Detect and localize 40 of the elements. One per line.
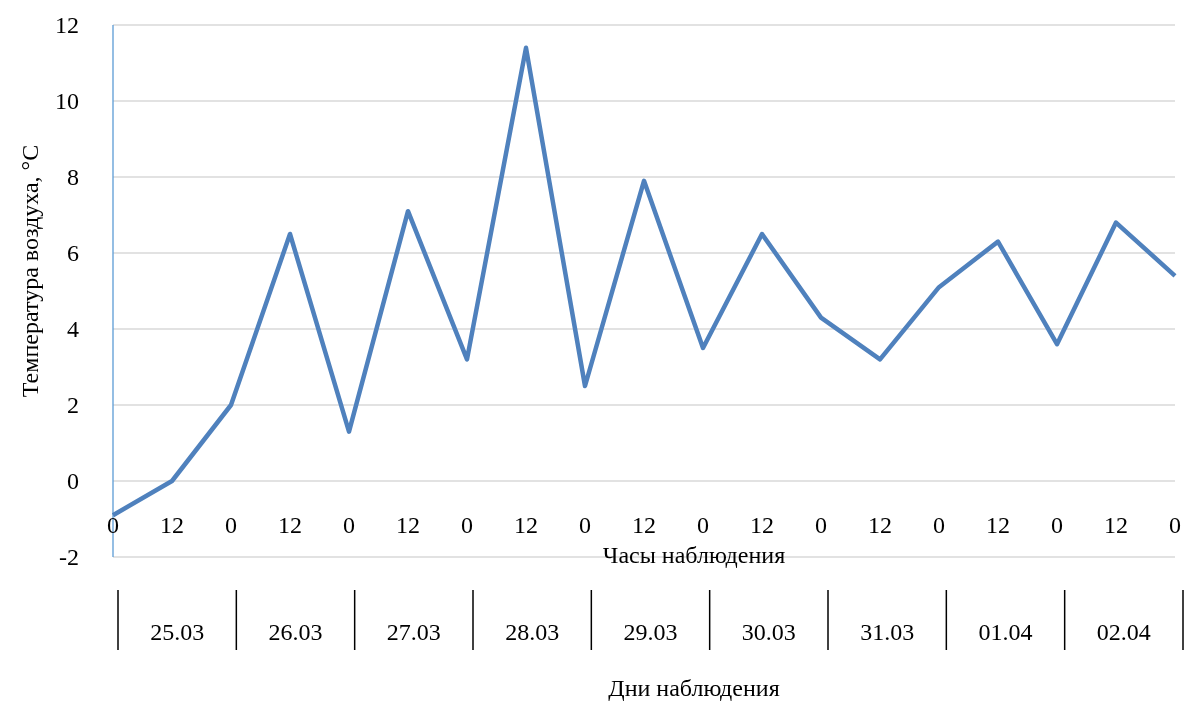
x-tick-label: 12 (1104, 512, 1128, 538)
x-tick-label: 0 (225, 512, 237, 538)
text: 28.03 (505, 619, 560, 645)
x-tick-label: 12 (514, 512, 538, 538)
x-tick-label: 12 (396, 512, 420, 538)
y-tick-label: 10 (55, 88, 79, 114)
text: 01.04 (978, 619, 1033, 645)
x-axis-title: Часы наблюдения (602, 542, 786, 568)
text: 26.03 (268, 619, 323, 645)
y-axis-title: Температура воздуха, °C (17, 144, 43, 398)
x-tick-label: 0 (343, 512, 355, 538)
x-tick-label: 12 (632, 512, 656, 538)
x-tick-label: 0 (815, 512, 827, 538)
y-tick-label: 6 (67, 240, 79, 266)
y-tick-label: 2 (67, 392, 79, 418)
line-series (110, 45, 1178, 518)
text: 30.03 (741, 619, 796, 645)
x-tick-label: 0 (461, 512, 473, 538)
x-tick-label: 0 (1051, 512, 1063, 538)
text: 25.03 (150, 619, 205, 645)
y-tick-label: 0 (67, 468, 79, 494)
x-tick-label: 0 (1169, 512, 1181, 538)
x-tick-label: 0 (579, 512, 591, 538)
text: 27.03 (386, 619, 441, 645)
x-tick-label: 0 (107, 512, 119, 538)
x-tick-label: 12 (986, 512, 1010, 538)
text: 31.03 (860, 619, 915, 645)
text: 02.04 (1096, 619, 1151, 645)
y-tick-label: 8 (67, 164, 79, 190)
text: Дни наблюдения (608, 675, 780, 701)
y-tick-label: 4 (67, 316, 79, 342)
x-tick-label: 0 (697, 512, 709, 538)
x-tick-label: 12 (868, 512, 892, 538)
x-tick-label: 12 (160, 512, 184, 538)
y-tick-label: -2 (59, 544, 79, 570)
x-tick-label: 12 (278, 512, 302, 538)
y-tick-label: 12 (55, 12, 79, 38)
x-tick-label: 0 (933, 512, 945, 538)
text: 29.03 (623, 619, 678, 645)
x-tick-label: 12 (750, 512, 774, 538)
